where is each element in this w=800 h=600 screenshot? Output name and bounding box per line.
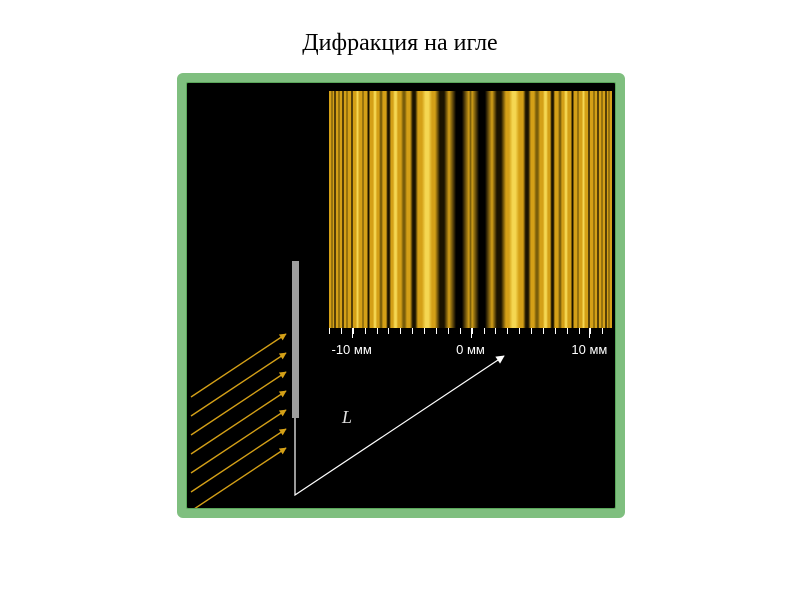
ray-diagram [187,83,615,508]
page: Дифракция на игле -10 мм0 мм10 мм L [0,0,800,600]
diagram-frame: -10 мм0 мм10 мм L [177,73,625,518]
diagram-title: Дифракция на игле [0,30,800,57]
diagram-area: -10 мм0 мм10 мм L [186,82,616,509]
